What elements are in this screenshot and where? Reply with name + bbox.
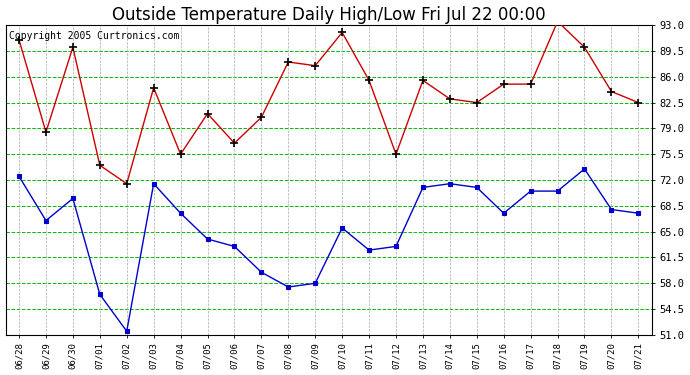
Text: Copyright 2005 Curtronics.com: Copyright 2005 Curtronics.com — [9, 31, 179, 41]
Title: Outside Temperature Daily High/Low Fri Jul 22 00:00: Outside Temperature Daily High/Low Fri J… — [112, 6, 546, 24]
